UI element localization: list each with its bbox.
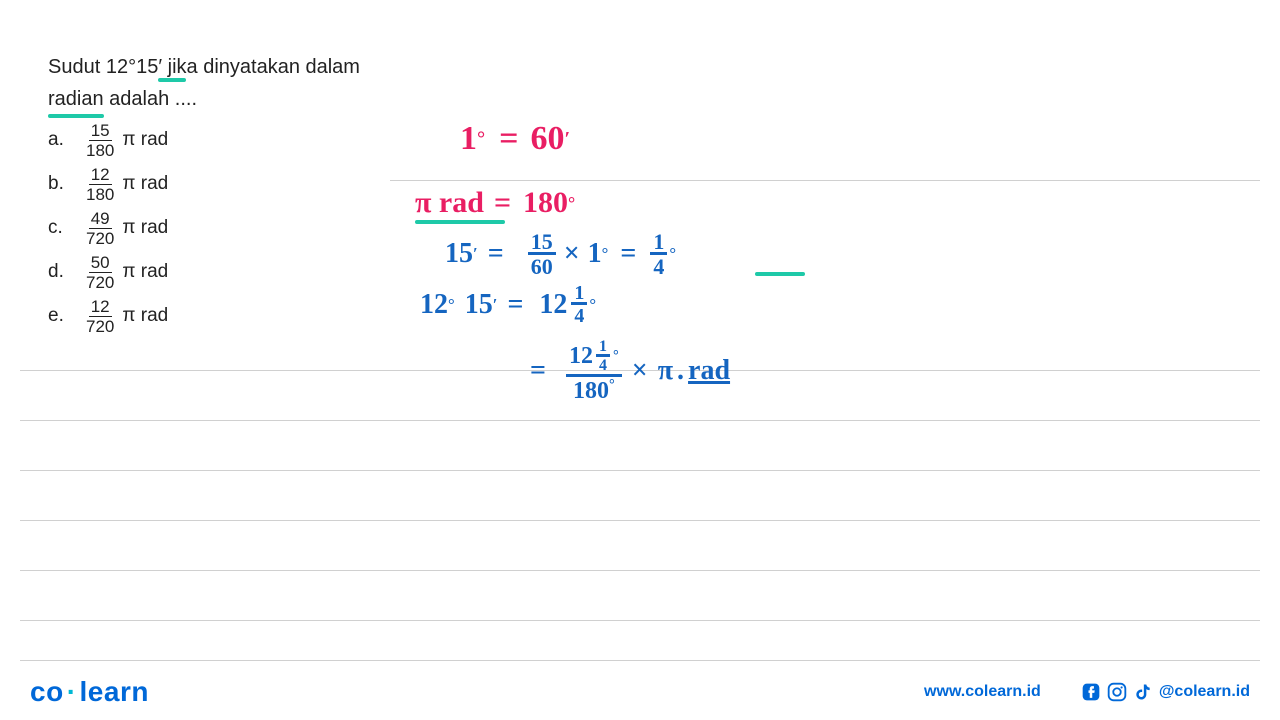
- hw-row4: 12 ° 15 ′ = 12 1 4 °: [420, 284, 596, 325]
- question-text: Sudut 12°15′ jika dinyatakan dalam radia…: [48, 52, 360, 114]
- tiktok-icon: [1133, 682, 1153, 702]
- q-pre: Sudut: [48, 56, 106, 78]
- option-letter: e.: [48, 305, 82, 327]
- option-letter: b.: [48, 173, 82, 195]
- answer-options: a. 15180 π rad b. 12180 π rad c. 49720 π…: [48, 118, 168, 338]
- option-tail: π rad: [122, 129, 168, 151]
- option-tail: π rad: [122, 261, 168, 283]
- handwritten-solution: 1 ° = 60 ′ π rad = 180 ° 15 ′ = 15 60 × …: [390, 120, 1260, 440]
- option-tail: π rad: [122, 173, 168, 195]
- brand-logo: co·learn: [30, 676, 149, 708]
- option-tail: π rad: [122, 217, 168, 239]
- option-b: b. 12180 π rad: [48, 162, 168, 206]
- option-letter: d.: [48, 261, 82, 283]
- social-handle: @colearn.id: [1159, 683, 1250, 701]
- option-d: d. 50720 π rad: [48, 250, 168, 294]
- footer-url: www.colearn.id: [924, 683, 1041, 701]
- social-links: @colearn.id: [1081, 682, 1250, 702]
- facebook-icon: [1081, 682, 1101, 702]
- q-radian: radian: [48, 84, 104, 114]
- option-e: e. 12720 π rad: [48, 294, 168, 338]
- instagram-icon: [1107, 682, 1127, 702]
- option-a: a. 15180 π rad: [48, 118, 168, 162]
- hw-row2: π rad = 180 °: [415, 186, 575, 220]
- hw-row1: 1 ° = 60 ′: [460, 120, 570, 158]
- q-tail: adalah ....: [104, 88, 197, 110]
- option-letter: c.: [48, 217, 82, 239]
- option-letter: a.: [48, 129, 82, 151]
- hw-row3: 15 ′ = 15 60 × 1 ° = 1 4 °: [445, 232, 676, 277]
- hw-row5: = 12 1 4 ° 180° × π . rad: [530, 340, 730, 402]
- q-angle: 12°15′: [106, 56, 162, 78]
- option-c: c. 49720 π rad: [48, 206, 168, 250]
- q-post: jika dinyatakan dalam: [162, 56, 360, 78]
- option-tail: π rad: [122, 305, 168, 327]
- footer-bar: co·learn www.colearn.id @colearn.id: [0, 664, 1280, 720]
